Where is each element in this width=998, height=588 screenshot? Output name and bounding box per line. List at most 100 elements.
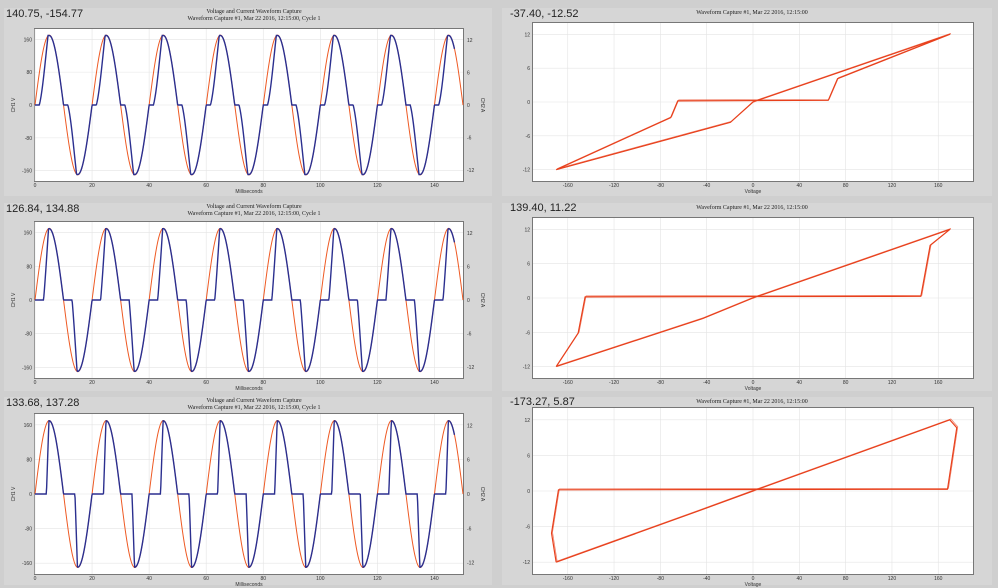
y-left-tick-label: 0 xyxy=(29,103,32,109)
y-left-tick-label: 80 xyxy=(26,70,32,76)
loop-panel-2: 139.40, 11.22 Waveform Capture #1, Mar 2… xyxy=(502,202,992,392)
y-tick-label: -12 xyxy=(523,560,530,566)
cursor-readout: -37.40, -12.52 xyxy=(510,8,579,20)
x-axis-label: Voltage xyxy=(745,582,762,588)
y-left-tick-label: -160 xyxy=(22,365,32,371)
loop-chart: -160 -120 -80 -40 0 40 80 120 160 -12 -6 0 6 12 Voltag… xyxy=(523,408,973,588)
x-tick-label: 120 xyxy=(373,576,382,582)
x-tick-label: 40 xyxy=(146,380,152,386)
chart-subtitle: Waveform Capture #1, Mar 22 2016, 12:15:… xyxy=(187,405,321,411)
plot-area[interactable]: 0 20 40 60 80 100 120 140 -160 -80 0 80 160 -12 -6 0 6 12… xyxy=(11,28,485,195)
y-right-tick-label: 6 xyxy=(467,458,470,464)
x-tick-label: 140 xyxy=(430,183,439,189)
x-tick-label: -160 xyxy=(563,576,573,582)
y-left-axis-label: CH1 V xyxy=(11,97,17,112)
x-tick-label: 40 xyxy=(797,380,803,386)
y-tick-label: 0 xyxy=(527,100,530,106)
chart-subtitle: Waveform Capture #1, Mar 22 2016, 12:15:… xyxy=(187,16,321,22)
x-tick-label: -40 xyxy=(703,183,710,189)
x-tick-label: 40 xyxy=(146,576,152,582)
x-tick-label: -80 xyxy=(657,576,664,582)
x-tick-label: 120 xyxy=(373,380,382,386)
x-tick-label: 160 xyxy=(934,380,943,386)
x-tick-label: 100 xyxy=(316,380,325,386)
y-tick-label: 6 xyxy=(527,262,530,268)
x-tick-label: 80 xyxy=(843,576,849,582)
plot-area[interactable]: -160 -120 -80 -40 0 40 80 120 160 -12 -6 0 6 12 Voltag… xyxy=(523,217,974,392)
x-tick-label: 0 xyxy=(752,380,755,386)
x-tick-label: 60 xyxy=(203,380,209,386)
loop-panel-3: -173.27, 5.87 Waveform Capture #1, Mar 2… xyxy=(502,396,992,588)
x-tick-label: 80 xyxy=(260,183,266,189)
y-left-tick-label: 80 xyxy=(26,457,32,463)
plot-area[interactable]: -160 -120 -80 -40 0 40 80 120 160 -12 -6 0 6 12 Voltag… xyxy=(523,22,974,195)
x-tick-label: -120 xyxy=(609,576,619,582)
chart-title: Voltage and Current Waveform Capture xyxy=(206,398,302,404)
y-tick-label: -6 xyxy=(526,330,531,336)
x-tick-label: 60 xyxy=(203,183,209,189)
chart-subtitle: Waveform Capture #1, Mar 22 2016, 12:15:… xyxy=(696,10,808,16)
y-right-tick-label: 0 xyxy=(467,103,470,109)
x-tick-label: 120 xyxy=(373,183,382,189)
x-tick-label: -40 xyxy=(703,380,710,386)
x-tick-label: 20 xyxy=(89,380,95,386)
x-tick-label: 40 xyxy=(797,183,803,189)
y-right-tick-label: 0 xyxy=(467,492,470,498)
waveform-chart: 0 20 40 60 80 100 120 140 -160 -80 0 80 160 -12 -6 0 6 12… xyxy=(11,414,485,588)
plot-area[interactable]: -160 -120 -80 -40 0 40 80 120 160 -12 -6 0 6 12 Voltag… xyxy=(523,407,974,588)
cursor-readout: 139.40, 11.22 xyxy=(510,202,577,214)
x-tick-label: -160 xyxy=(563,380,573,386)
x-tick-label: 160 xyxy=(934,183,943,189)
current-trace xyxy=(35,34,456,176)
y-right-tick-label: 6 xyxy=(467,70,470,76)
y-tick-label: 0 xyxy=(527,296,530,302)
cursor-readout: 140.75, -154.77 xyxy=(6,8,84,20)
y-tick-label: -12 xyxy=(523,365,530,371)
x-axis-label: Voltage xyxy=(745,386,762,392)
plot-area[interactable]: 0 20 40 60 80 100 120 140 -160 -80 0 80 160 -12 -6 0 6 12… xyxy=(11,413,485,588)
chart-subtitle: Waveform Capture #1, Mar 22 2016, 12:15:… xyxy=(187,211,321,217)
chart-subtitle: Waveform Capture #1, Mar 22 2016, 12:15:… xyxy=(696,399,808,405)
x-tick-label: 160 xyxy=(934,576,943,582)
loop-chart: -160 -120 -80 -40 0 40 80 120 160 -12 -6 0 6 12 Voltag… xyxy=(523,218,973,392)
y-left-tick-label: 160 xyxy=(24,231,33,237)
y-right-tick-label: 6 xyxy=(467,265,470,271)
x-tick-label: 0 xyxy=(34,380,37,386)
y-right-tick-label: 12 xyxy=(467,38,473,44)
x-tick-label: -120 xyxy=(609,380,619,386)
x-tick-label: 40 xyxy=(797,576,803,582)
y-left-tick-label: 0 xyxy=(29,298,32,304)
x-axis-label: Milliseconds xyxy=(235,582,263,588)
y-tick-label: -6 xyxy=(526,134,531,140)
y-left-tick-label: -160 xyxy=(22,561,32,567)
x-tick-label: 0 xyxy=(752,576,755,582)
y-tick-label: -12 xyxy=(523,168,530,174)
y-tick-label: 6 xyxy=(527,453,530,459)
y-tick-label: 6 xyxy=(527,66,530,72)
x-tick-label: -160 xyxy=(563,183,573,189)
x-tick-label: 0 xyxy=(752,183,755,189)
y-right-axis-label: CH2 A xyxy=(479,293,485,308)
y-right-tick-label: -6 xyxy=(467,136,472,142)
current-voltage-loop-overlay xyxy=(557,32,951,170)
cursor-readout: 133.68, 137.28 xyxy=(6,397,80,409)
waveform-panel-2: 126.84, 134.88 Voltage and Current Wavef… xyxy=(4,203,492,392)
x-tick-label: -80 xyxy=(657,380,664,386)
plot-area[interactable]: 0 20 40 60 80 100 120 140 -160 -80 0 80 160 -12 -6 0 6 12… xyxy=(11,221,485,392)
y-right-tick-label: -12 xyxy=(467,168,474,174)
cursor-readout: 126.84, 134.88 xyxy=(6,203,80,215)
x-axis-label: Milliseconds xyxy=(235,189,263,195)
x-tick-label: -120 xyxy=(609,183,619,189)
x-tick-label: 100 xyxy=(316,576,325,582)
x-axis-label: Milliseconds xyxy=(235,386,263,392)
x-tick-label: 120 xyxy=(888,576,897,582)
x-tick-label: 80 xyxy=(843,183,849,189)
x-tick-label: 140 xyxy=(430,576,439,582)
x-tick-label: 40 xyxy=(146,183,152,189)
x-tick-label: 20 xyxy=(89,576,95,582)
y-left-tick-label: 0 xyxy=(29,492,32,498)
x-tick-label: 0 xyxy=(34,576,37,582)
y-right-axis-label: CH2 A xyxy=(479,98,485,113)
chart-subtitle: Waveform Capture #1, Mar 22 2016, 12:15:… xyxy=(696,205,808,211)
current-voltage-loop xyxy=(555,228,951,368)
